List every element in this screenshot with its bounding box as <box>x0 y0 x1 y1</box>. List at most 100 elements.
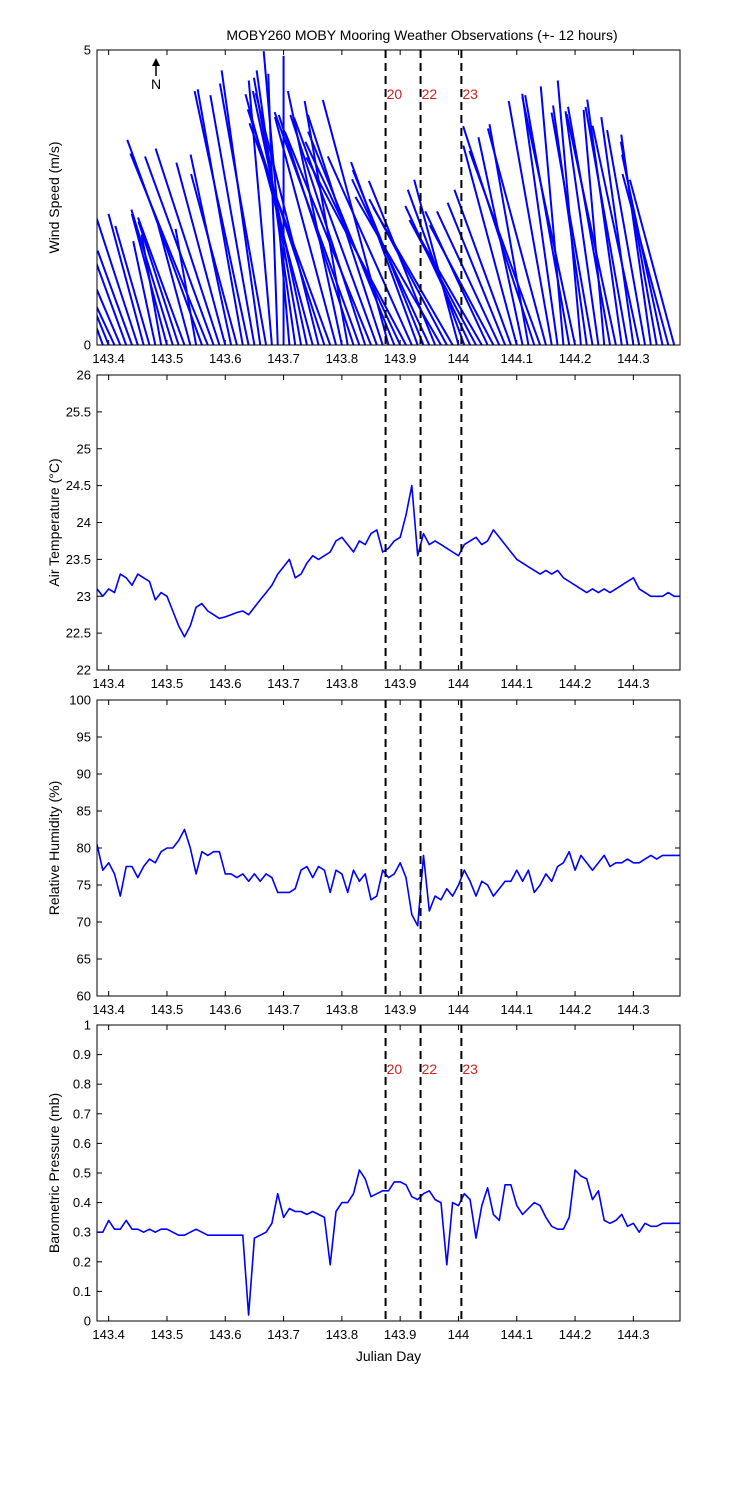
wind-vector <box>621 173 670 345</box>
air-temperature-x-tick-label: 144 <box>448 676 470 691</box>
wind-vector <box>586 99 623 345</box>
air-temperature-x-tick-label: 144.1 <box>500 676 533 691</box>
wind-vector <box>293 117 378 345</box>
wind-vector <box>453 189 512 345</box>
wind-event-marker-label: 22 <box>422 86 438 102</box>
air-temperature-panel: 143.4 143.5 143.6 143.7 143.8 143.9 144 144.1 14… <box>46 368 681 691</box>
wind-vector <box>154 148 221 345</box>
barometric-pressure-y-tick-label: 0.3 <box>73 1225 91 1240</box>
wind-vector <box>404 205 472 345</box>
barometric-pressure-y-tick-label: 0 <box>84 1314 91 1329</box>
wind-vector <box>129 153 209 345</box>
wind-x-tick-label: 144 <box>448 351 470 366</box>
wind-x-tick-label: 143.6 <box>209 351 242 366</box>
wind-y-axis-label: Wind Speed (m/s) <box>46 141 62 253</box>
barometric-pressure-y-axis-label: Barometric Pressure (mb) <box>46 1093 62 1253</box>
barometric-pressure-plot-area <box>97 1025 680 1321</box>
barometric-pressure-x-axis-label: Julian Day <box>356 1348 421 1364</box>
wind-vector <box>326 155 413 345</box>
relative-humidity-y-tick-label: 80 <box>77 841 91 856</box>
wind-x-tick-label: 143.5 <box>151 351 184 366</box>
barometric-pressure-x-tick-label: 143.8 <box>326 1327 359 1342</box>
wind-vector <box>567 106 612 345</box>
barometric-pressure-series-line <box>97 1169 680 1316</box>
wind-x-tick-label: 143.9 <box>384 351 417 366</box>
wind-y-tick-label: 5 <box>84 43 91 58</box>
wind-vector <box>144 156 215 345</box>
relative-humidity-y-tick-label: 95 <box>77 730 91 745</box>
air-temperature-x-tick-label: 143.7 <box>267 676 300 691</box>
air-temperature-y-tick-label: 26 <box>77 368 91 383</box>
wind-vector <box>97 261 128 345</box>
wind-data <box>97 51 676 345</box>
relative-humidity-y-tick-label: 90 <box>77 767 91 782</box>
air-temperature-x-tick-label: 143.9 <box>384 676 417 691</box>
air-temperature-x-tick-label: 143.5 <box>151 676 184 691</box>
relative-humidity-x-tick-label: 143.6 <box>209 1002 242 1017</box>
wind-vector <box>130 209 174 345</box>
figure-title: MOBY260 MOBY Mooring Weather Observation… <box>226 27 617 43</box>
wind-vector <box>130 213 168 345</box>
air-temperature-x-tick-label: 144.3 <box>617 676 650 691</box>
relative-humidity-panel: 143.4 143.5 143.6 143.7 143.8 143.9 144 144.1 14… <box>46 693 681 1017</box>
barometric-pressure-x-tick-label: 143.7 <box>267 1327 300 1342</box>
air-temperature-y-tick-label: 24.5 <box>66 478 91 493</box>
barometric-pressure-axes-frame <box>96 1024 681 1322</box>
wind-vector <box>97 287 122 345</box>
wind-vector <box>416 232 483 345</box>
wind-x-tick-label: 143.4 <box>92 351 125 366</box>
relative-humidity-x-tick-label: 144.2 <box>559 1002 592 1017</box>
wind-panel: 143.4 143.5 143.6 143.7 143.8 143.9 144 144.1 14… <box>46 43 681 366</box>
barometric-pressure-y-tick-label: 0.7 <box>73 1106 91 1121</box>
wind-vector <box>606 129 647 345</box>
relative-humidity-x-tick-label: 143.9 <box>384 1002 417 1017</box>
wind-vector <box>97 250 133 345</box>
barometric-pressure-x-tick-label: 144.2 <box>559 1327 592 1342</box>
air-temperature-y-tick-label: 22 <box>77 663 91 678</box>
wind-vector <box>137 221 180 345</box>
barometric-pressure-event-marker-label: 20 <box>387 1061 403 1077</box>
wind-vector <box>468 150 542 345</box>
wind-vector <box>372 206 454 345</box>
barometric-pressure-y-tick-label: 0.2 <box>73 1254 91 1269</box>
wind-y-tick-label: 0 <box>84 338 91 353</box>
wind-x-tick-label: 143.7 <box>267 351 300 366</box>
relative-humidity-series-line <box>97 828 680 927</box>
relative-humidity-x-tick-label: 143.7 <box>267 1002 300 1017</box>
wind-axes-frame <box>96 49 681 346</box>
wind-vector <box>218 83 268 345</box>
wind-vector <box>254 92 320 345</box>
wind-vector <box>305 156 407 345</box>
wind-vector <box>157 225 192 345</box>
wind-vector <box>193 90 250 345</box>
barometric-pressure-x-tick-label: 143.9 <box>384 1327 417 1342</box>
air-temperature-plot-area <box>97 375 680 670</box>
wind-x-tick-label: 144.1 <box>500 351 533 366</box>
wind-vector <box>97 313 110 345</box>
air-temperature-x-tick-label: 143.8 <box>326 676 359 691</box>
barometric-pressure-panel: 143.4 143.5 143.6 143.7 143.8 143.9 144 144.1 14… <box>46 1018 681 1364</box>
wind-event-marker-label: 20 <box>387 86 403 102</box>
air-temperature-x-tick-label: 143.4 <box>92 676 125 691</box>
wind-vector <box>582 109 606 345</box>
air-temperature-data <box>97 484 680 638</box>
wind-vector <box>277 114 355 345</box>
wind-vector <box>97 216 139 345</box>
relative-humidity-y-axis-label: Relative Humidity (%) <box>46 781 62 916</box>
air-temperature-y-tick-label: 25.5 <box>66 404 91 419</box>
air-temperature-y-tick-label: 24 <box>77 515 91 530</box>
air-temperature-y-tick-label: 23 <box>77 589 91 604</box>
barometric-pressure-event-marker-label: 22 <box>422 1061 438 1077</box>
relative-humidity-y-tick-label: 65 <box>77 952 91 967</box>
wind-vector <box>591 125 641 345</box>
wind-vector <box>283 131 372 345</box>
wind-vector <box>107 213 145 345</box>
air-temperature-x-tick-label: 143.6 <box>209 676 242 691</box>
barometric-pressure-event-marker-label: 23 <box>462 1061 478 1077</box>
barometric-pressure-x-tick-label: 144.1 <box>500 1327 533 1342</box>
wind-x-tick-label: 144.3 <box>617 351 650 366</box>
wind-plot-area <box>97 50 680 345</box>
wind-vector <box>251 90 308 345</box>
wind-vector <box>424 210 489 345</box>
